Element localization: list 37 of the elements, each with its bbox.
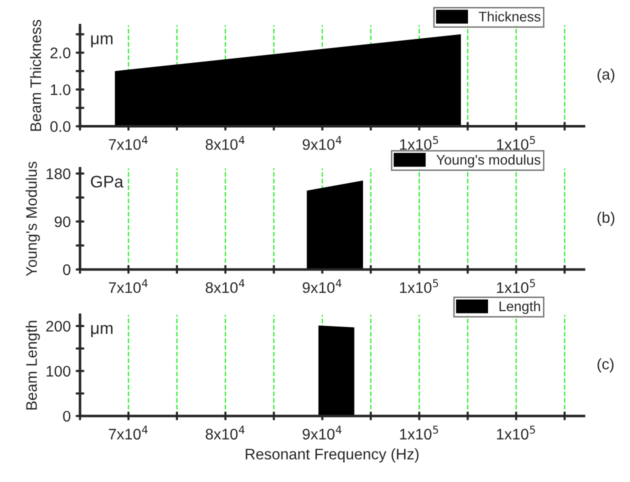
x-tick-label: 7x10$^{4}$ bbox=[108, 426, 148, 440]
x-tick-label: 8x10$^{4}$ bbox=[206, 136, 245, 150]
text: (b) bbox=[598, 212, 614, 226]
x-tick-label: 7x10$^{4}$ bbox=[108, 279, 148, 294]
x-tick-label: 1x10$^{5}$ bbox=[497, 279, 535, 294]
x-tick-label: 9x10$^{4}$ bbox=[302, 279, 342, 294]
x-tick-label: 1x10$^{5}$ bbox=[497, 426, 535, 440]
y-axis-title: Beam Thickness bbox=[30, 20, 42, 131]
legend-label: Young's modulus bbox=[436, 154, 540, 168]
y-axis-title: Young's Modulus bbox=[26, 162, 40, 276]
text: (a) bbox=[598, 68, 614, 83]
annotation: μm bbox=[91, 324, 112, 338]
text: (c) bbox=[598, 358, 614, 372]
x-tick-label: 8x10$^{4}$ bbox=[206, 426, 245, 440]
y-tick-label: 100 bbox=[46, 366, 70, 377]
y-tick-label: 0 bbox=[63, 264, 70, 276]
x-tick-label: 1x10$^{5}$ bbox=[497, 136, 535, 150]
x-tick-label: 1x10$^{5}$ bbox=[400, 136, 438, 150]
y-tick-label: 1.0 bbox=[50, 84, 70, 96]
y-axis-title: Beam Length bbox=[26, 320, 40, 410]
x-tick-label: 1x10$^{5}$ bbox=[400, 426, 438, 440]
legend-label: Length bbox=[500, 301, 540, 314]
annotation: GPa bbox=[90, 176, 124, 188]
x-tick-label: 9x10$^{4}$ bbox=[302, 136, 342, 150]
x-tick-label: 8x10$^{4}$ bbox=[206, 279, 245, 294]
y-tick-label: 90 bbox=[54, 216, 70, 228]
x-axis-title: Resonant Frequency (Hz) bbox=[246, 448, 419, 463]
x-tick-label: 9x10$^{4}$ bbox=[302, 426, 342, 440]
y-tick-label: 0 bbox=[63, 410, 70, 422]
x-tick-label: 7x10$^{4}$ bbox=[108, 136, 148, 150]
legend-label: Thickness bbox=[478, 11, 540, 22]
x-tick-label: 1x10$^{5}$ bbox=[400, 279, 438, 294]
annotation: μm bbox=[91, 35, 112, 48]
y-tick-label: 180 bbox=[46, 168, 70, 180]
y-tick-label: 2.0 bbox=[50, 48, 70, 58]
y-tick-label: 0.0 bbox=[50, 121, 70, 132]
y-tick-label: 200 bbox=[46, 320, 70, 332]
